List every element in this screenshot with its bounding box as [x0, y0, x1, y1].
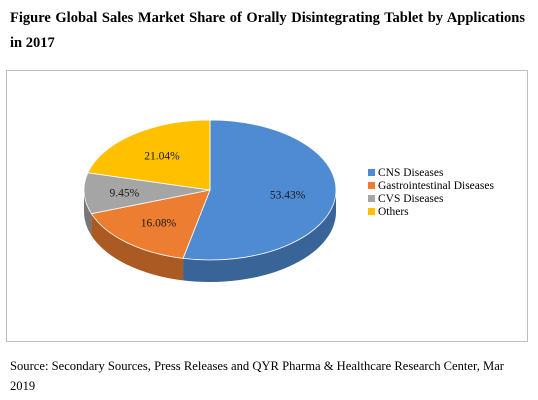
pie-side-cns-diseases [183, 190, 337, 283]
legend-swatch-others [368, 208, 375, 215]
data-labels: 53.43% 16.08% 9.45% 21.04% [110, 151, 306, 230]
pie-slice-gastrointestinal-diseases [90, 189, 211, 259]
pie-side-gastrointestinal-diseases [91, 213, 184, 281]
legend-item-cvs-diseases: CVS Diseases [368, 193, 444, 205]
pie-slice-cns-diseases [182, 119, 337, 261]
figure-title: Figure Global Sales Market Share of Oral… [10, 10, 525, 51]
data-label-gastrointestinal-diseases: 16.08% [141, 218, 177, 230]
data-label-cns-diseases: 53.43% [270, 190, 306, 202]
pie-slices [83, 119, 337, 261]
legend-item-cns-diseases: CNS Diseases [368, 167, 444, 179]
legend-label-others: Others [378, 206, 409, 218]
legend-swatch-cns-diseases [368, 169, 375, 176]
legend-item-others: Others [368, 206, 409, 218]
legend-swatch-cvs-diseases [368, 195, 375, 202]
pie-slice-others [87, 119, 211, 191]
legend-swatch-gastrointestinal-diseases [368, 182, 375, 189]
legend-label-cvs-diseases: CVS Diseases [378, 193, 444, 205]
data-label-others: 21.04% [144, 151, 180, 163]
pie-3d-sides [84, 190, 337, 283]
legend-label-cns-diseases: CNS Diseases [378, 167, 444, 179]
pie-side-cvs-diseases [84, 190, 92, 236]
source-note: Source: Secondary Sources, Press Release… [10, 359, 504, 393]
legend-label-gastrointestinal-diseases: Gastrointestinal Diseases [378, 180, 494, 192]
data-label-cvs-diseases: 9.45% [110, 187, 140, 199]
legend-item-gastrointestinal-diseases: Gastrointestinal Diseases [368, 180, 494, 192]
